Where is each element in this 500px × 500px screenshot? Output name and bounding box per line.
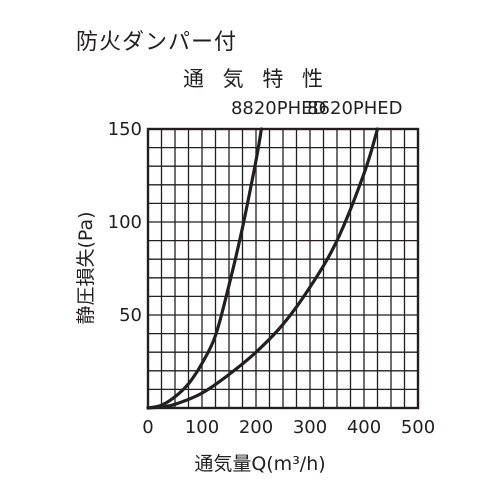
plot-frame: [146, 127, 420, 410]
x-tick-label: 300: [293, 417, 327, 438]
series-label-8820phed: 8820PHED: [231, 98, 326, 119]
y-tick-label: 150: [108, 119, 142, 140]
series-line-8620phed: [146, 127, 380, 410]
y-tick-label: 50: [119, 305, 142, 326]
chart-title: 通 気 特 性: [182, 67, 330, 91]
tick-labels: 0 100 200 300 400 500 50 100 150: [108, 119, 436, 438]
x-tick-label: 200: [239, 417, 273, 438]
series-lines: [146, 127, 380, 410]
x-tick-label: 100: [185, 417, 219, 438]
y-axis-label: 静圧損失(Pa): [75, 211, 97, 324]
x-tick-label: 500: [401, 417, 435, 438]
series-line-8820phed: [146, 127, 263, 410]
heading: 防火ダンパー付: [76, 30, 238, 55]
x-tick-label: 400: [347, 417, 381, 438]
y-tick-label: 100: [108, 212, 142, 233]
x-tick-label: 0: [142, 417, 153, 438]
x-axis-label: 通気量Q(m³/h): [194, 453, 325, 475]
series-label-8620phed: 8620PHED: [307, 98, 402, 119]
grid: [148, 129, 418, 408]
